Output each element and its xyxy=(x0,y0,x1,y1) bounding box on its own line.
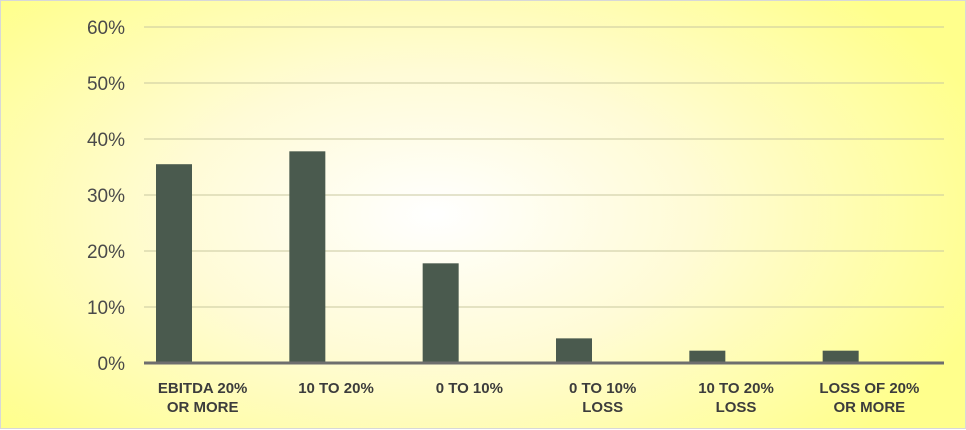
y-tick-label: 60% xyxy=(87,18,125,39)
bar xyxy=(156,164,192,363)
y-tick-label: 30% xyxy=(87,186,125,207)
x-tick-label: 10 TO 20% xyxy=(298,380,374,397)
bars xyxy=(156,151,859,363)
x-tick-label: LOSS OF 20% OR MORE xyxy=(819,380,919,416)
y-tick-label: 50% xyxy=(87,74,125,95)
y-tick-label: 10% xyxy=(87,298,125,319)
x-tick-label-line: LOSS xyxy=(582,399,623,416)
gridlines xyxy=(144,26,944,308)
x-tick-label-line: LOSS OF 20% xyxy=(819,380,919,397)
x-tick-label-line: 10 TO 20% xyxy=(298,380,374,397)
x-tick-label-line: LOSS xyxy=(716,399,757,416)
x-tick-label: 0 TO 10% xyxy=(436,380,503,397)
bar xyxy=(822,350,859,363)
y-tick-label: 40% xyxy=(87,130,125,151)
x-tick-label-line: 10 TO 20% xyxy=(698,380,774,397)
x-tick-label: 0 TO 10% LOSS xyxy=(569,380,636,416)
bar xyxy=(689,350,726,363)
x-tick-label: 10 TO 20% LOSS xyxy=(698,380,774,416)
x-tick-label-line: OR MORE xyxy=(167,399,239,416)
y-axis-ticks: 0% 10% 20% 30% 40% 50% 60% xyxy=(87,18,125,375)
x-tick-label-line: EBITDA 20% xyxy=(158,380,247,397)
bar xyxy=(422,263,459,363)
bar xyxy=(289,151,326,363)
x-tick-label-line: 0 TO 10% xyxy=(569,380,636,397)
x-tick-label: EBITDA 20% OR MORE xyxy=(158,380,247,416)
x-tick-label-line: OR MORE xyxy=(833,399,905,416)
x-tick-label-line: 0 TO 10% xyxy=(436,380,503,397)
y-tick-label: 20% xyxy=(87,242,125,263)
y-tick-label: 0% xyxy=(98,354,126,375)
bar xyxy=(556,338,592,363)
